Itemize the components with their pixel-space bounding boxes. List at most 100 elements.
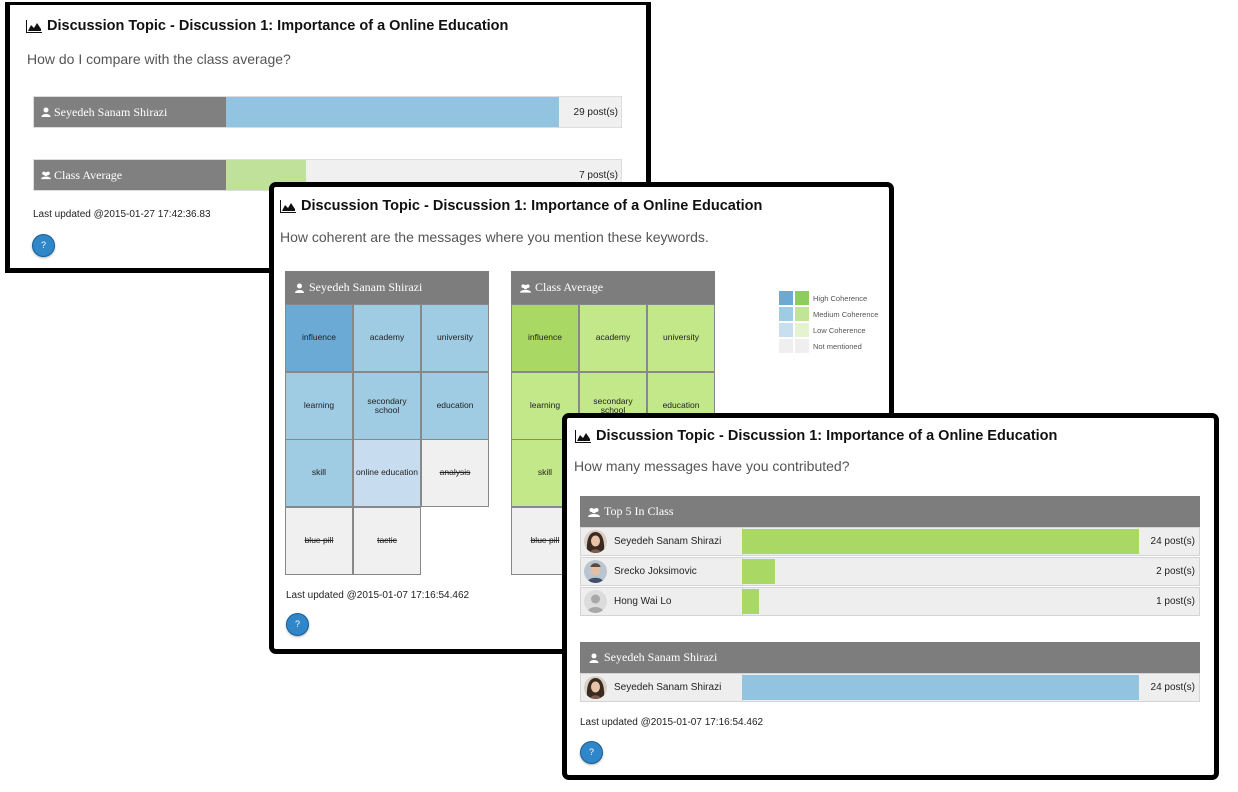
top5-row: Hong Wai Lo 1 post(s)	[580, 587, 1200, 616]
keyword-label: online education	[356, 467, 418, 478]
users-icon	[588, 507, 600, 517]
legend-swatch-class	[795, 291, 809, 305]
default-avatar-icon	[584, 590, 607, 613]
keyword-label: skill	[537, 467, 553, 478]
keyword-cell: secondary school	[353, 372, 421, 440]
keyword-cell: university	[421, 304, 489, 372]
posts-bar-fill	[742, 675, 1139, 700]
keyword-cell: academy	[353, 304, 421, 372]
users-icon	[520, 283, 531, 293]
student-label: Seyedeh Sanam Shirazi	[34, 97, 226, 127]
panel-title: Discussion Topic - Discussion 1: Importa…	[26, 18, 508, 34]
keyword-label: secondary school	[367, 395, 407, 415]
keyword-label: university	[437, 332, 473, 343]
legend-item: Medium Coherence	[779, 306, 878, 322]
keyword-label: education	[662, 400, 700, 411]
legend-swatch-student	[779, 291, 793, 305]
panel-question: How coherent are the messages where you …	[280, 229, 709, 245]
legend-swatch-class	[795, 307, 809, 321]
posts-value: 24 post(s)	[1150, 682, 1195, 693]
grid-header: Seyedeh Sanam Shirazi	[285, 271, 489, 304]
posts-value: 24 post(s)	[1150, 536, 1195, 547]
class-average-posts-value: 7 post(s)	[579, 169, 618, 181]
legend-swatch-student	[779, 323, 793, 337]
top5-row: Srecko Joksimovic 2 post(s)	[580, 557, 1200, 586]
student-name: Srecko Joksimovic	[614, 566, 697, 577]
panel-question: How do I compare with the class average?	[27, 51, 291, 67]
keyword-cell: influence	[511, 304, 579, 372]
panel-question: How many messages have you contributed?	[574, 458, 850, 474]
panel-title: Discussion Topic - Discussion 1: Importa…	[575, 428, 1057, 444]
student-coherence-grid: Seyedeh Sanam Shirazi influence academy un…	[285, 271, 489, 575]
class-average-posts-bar: Class Average 7 post(s)	[33, 159, 622, 191]
keyword-cell: skill	[285, 439, 353, 507]
keyword-label: learning	[529, 400, 561, 411]
users-icon	[41, 171, 51, 180]
last-updated-text: Last updated @2015-01-07 17:16:54.462	[580, 717, 764, 728]
legend-swatch-class	[795, 323, 809, 337]
student-posts-bar: Seyedeh Sanam Shirazi 29 post(s)	[33, 96, 622, 128]
keyword-label: university	[663, 332, 699, 343]
help-button[interactable]: ?	[286, 613, 309, 636]
posts-bar-fill	[742, 529, 1139, 554]
legend-swatch-class	[795, 339, 809, 353]
grid-header: Class Average	[511, 271, 715, 304]
female-avatar-icon	[584, 530, 607, 553]
keyword-cell: education	[421, 372, 489, 440]
legend-label: High Coherence	[813, 293, 868, 303]
posts-value: 2 post(s)	[1156, 566, 1195, 577]
class-average-comparison-panel: Discussion Topic - Discussion 1: Importa…	[5, 2, 651, 273]
keyword-cell: tactic	[353, 507, 421, 575]
keyword-label: academy	[595, 332, 631, 343]
legend-label: Not mentioned	[813, 341, 862, 351]
message-contribution-panel: Discussion Topic - Discussion 1: Importa…	[562, 413, 1219, 780]
keyword-label: blue pill	[304, 535, 334, 546]
student-posts-value: 29 post(s)	[573, 106, 618, 118]
female-avatar-icon	[584, 676, 607, 699]
student-name: Seyedeh Sanam Shirazi	[614, 682, 722, 693]
keyword-label: influence	[301, 332, 337, 343]
keyword-label: learning	[303, 400, 335, 411]
keyword-label: secondary school	[593, 395, 633, 415]
keyword-label: skill	[311, 467, 327, 478]
legend-swatch-student	[779, 307, 793, 321]
keyword-cell: online education	[353, 439, 421, 507]
top5-row: Seyedeh Sanam Shirazi 24 post(s)	[580, 527, 1200, 556]
keyword-label: academy	[369, 332, 405, 343]
coherence-legend: High Coherence Medium Coherence Low Cohere…	[779, 290, 878, 354]
posts-bar-fill	[742, 589, 759, 614]
keyword-cell: learning	[285, 372, 353, 440]
keyword-label: blue pill	[530, 535, 560, 546]
keyword-cell: university	[647, 304, 715, 372]
student-bar-fill	[226, 97, 559, 127]
self-header: Seyedeh Sanam Shirazi	[580, 642, 1200, 673]
posts-bar-fill	[742, 559, 776, 584]
keyword-label: analysis	[439, 467, 471, 478]
legend-swatch-student	[779, 339, 793, 353]
student-name: Hong Wai Lo	[614, 596, 672, 607]
keyword-cell: blue pill	[285, 507, 353, 575]
keyword-cell: academy	[579, 304, 647, 372]
user-icon	[589, 653, 599, 663]
last-updated-text: Last updated @2015-01-27 17:42:36.83	[33, 209, 211, 220]
class-average-label: Class Average	[34, 160, 226, 190]
help-button[interactable]: ?	[32, 234, 55, 257]
student-name: Seyedeh Sanam Shirazi	[614, 536, 722, 547]
legend-item: High Coherence	[779, 290, 878, 306]
area-chart-icon	[280, 199, 296, 213]
keyword-label: influence	[527, 332, 563, 343]
last-updated-text: Last updated @2015-01-07 17:16:54.462	[286, 590, 470, 601]
panel-title: Discussion Topic - Discussion 1: Importa…	[280, 198, 762, 214]
keyword-label: education	[436, 400, 474, 411]
grid-cells: influence academy university learning second…	[285, 304, 489, 575]
top5-header: Top 5 In Class	[580, 496, 1200, 527]
help-button[interactable]: ?	[580, 741, 603, 764]
keyword-label: tactic	[377, 535, 397, 546]
legend-item: Low Coherence	[779, 322, 878, 338]
keyword-cell: analysis	[421, 439, 489, 507]
user-icon	[41, 107, 51, 117]
legend-label: Medium Coherence	[813, 309, 879, 319]
user-icon	[295, 283, 304, 293]
legend-label: Low Coherence	[813, 325, 866, 335]
posts-value: 1 post(s)	[1156, 596, 1195, 607]
